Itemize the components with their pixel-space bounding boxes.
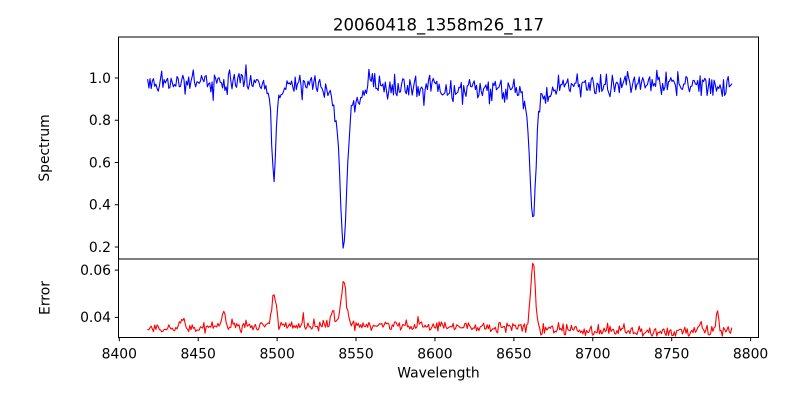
spectrum-line	[147, 64, 733, 249]
y-tick-label: 0.06	[80, 263, 111, 279]
x-axis-label: Wavelength	[397, 366, 479, 382]
y-tick-label: 0.2	[89, 240, 111, 256]
x-tick-label: 8650	[496, 347, 531, 363]
chart-title: 20060418_1358m26_117	[333, 16, 544, 36]
x-tick-label: 8700	[575, 347, 610, 363]
x-tick-label: 8800	[733, 347, 768, 363]
y-tick-label: 0.4	[89, 198, 111, 214]
spectrum-y-ticks: 0.2 0.4 0.6 0.8 1.0	[89, 71, 119, 256]
x-tick-label: 8450	[181, 347, 216, 363]
error-y-axis-label: Error	[38, 281, 54, 315]
y-tick-label: 0.8	[89, 113, 111, 129]
y-tick-label: 0.04	[80, 310, 111, 326]
y-tick-label: 0.6	[89, 155, 111, 171]
error-y-ticks: 0.04 0.06	[80, 263, 119, 326]
x-tick-label: 8500	[259, 347, 294, 363]
x-tick-label: 8600	[417, 347, 452, 363]
x-ticks: 8400 8450 8500 8550 8600 8650 8700 8750 8800	[102, 337, 768, 363]
error-line	[147, 262, 733, 337]
x-tick-label: 8750	[654, 347, 689, 363]
spectrum-y-axis-label: Spectrum	[37, 114, 53, 181]
x-tick-label: 8400	[102, 347, 137, 363]
error-axes-frame	[118, 258, 759, 338]
y-tick-label: 1.0	[89, 71, 111, 87]
x-tick-label: 8550	[338, 347, 373, 363]
error-axes: 0.04 0.06 8400 8450 8500 8550 8600 8650 8700 875…	[38, 258, 768, 382]
